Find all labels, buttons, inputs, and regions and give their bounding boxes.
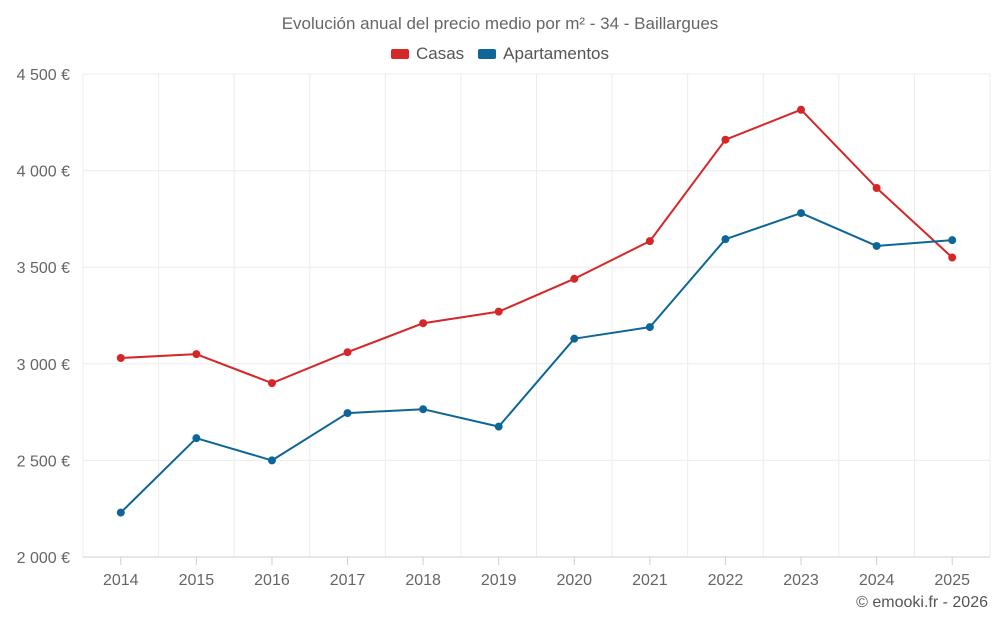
data-point-apartamentos[interactable] xyxy=(872,241,881,250)
y-tick-label: 2 000 € xyxy=(17,550,70,567)
data-point-apartamentos[interactable] xyxy=(419,405,428,414)
data-point-apartamentos[interactable] xyxy=(116,508,125,517)
legend-swatch-casas xyxy=(390,49,409,59)
data-point-apartamentos[interactable] xyxy=(721,235,730,244)
y-tick-label: 3 500 € xyxy=(17,260,70,277)
data-point-casas[interactable] xyxy=(267,379,276,388)
x-tick-label: 2016 xyxy=(254,572,290,589)
data-point-casas[interactable] xyxy=(797,105,806,114)
data-point-apartamentos[interactable] xyxy=(645,323,654,332)
data-point-apartamentos[interactable] xyxy=(343,409,352,418)
data-point-casas[interactable] xyxy=(570,274,579,283)
x-tick-label: 2021 xyxy=(632,572,668,589)
credit-text: © emooki.fr - 2026 xyxy=(856,594,988,611)
x-tick-label: 2025 xyxy=(934,572,970,589)
x-tick-label: 2022 xyxy=(708,572,744,589)
legend-swatch-apartamentos xyxy=(478,49,497,59)
data-point-apartamentos[interactable] xyxy=(797,209,806,218)
data-point-casas[interactable] xyxy=(419,319,428,328)
data-point-apartamentos[interactable] xyxy=(948,236,957,245)
y-tick-label: 4 500 € xyxy=(17,67,70,84)
legend-item-casas[interactable]: Casas xyxy=(390,44,465,64)
series-line-apartamentos xyxy=(120,212,953,514)
legend-label-casas: Casas xyxy=(415,44,465,63)
x-tick-label: 2014 xyxy=(103,572,139,589)
data-point-apartamentos[interactable] xyxy=(570,334,579,343)
x-tick-label: 2019 xyxy=(481,572,517,589)
data-point-casas[interactable] xyxy=(645,237,654,246)
x-tick-label: 2015 xyxy=(179,572,215,589)
data-point-apartamentos[interactable] xyxy=(192,434,201,443)
data-point-casas[interactable] xyxy=(116,354,125,363)
data-point-casas[interactable] xyxy=(494,307,503,316)
x-tick-label: 2024 xyxy=(859,572,895,589)
x-tick-label: 2018 xyxy=(405,572,441,589)
data-point-casas[interactable] xyxy=(721,135,730,144)
legend-item-apartamentos[interactable]: Apartamentos xyxy=(478,44,609,64)
y-tick-label: 4 000 € xyxy=(17,164,70,181)
data-point-casas[interactable] xyxy=(872,183,881,192)
x-tick-label: 2023 xyxy=(783,572,819,589)
y-tick-label: 2 500 € xyxy=(17,453,70,470)
data-point-casas[interactable] xyxy=(948,253,957,262)
x-tick-label: 2017 xyxy=(330,572,366,589)
data-point-apartamentos[interactable] xyxy=(267,456,276,465)
series-line-casas xyxy=(120,108,953,385)
legend: Casas Apartamentos xyxy=(0,44,1000,64)
y-tick-label: 3 000 € xyxy=(17,357,70,374)
data-point-casas[interactable] xyxy=(343,348,352,357)
x-tick-label: 2020 xyxy=(556,572,592,589)
data-point-casas[interactable] xyxy=(192,350,201,359)
legend-label-apartamentos: Apartamentos xyxy=(503,44,610,63)
data-point-apartamentos[interactable] xyxy=(494,422,503,431)
chart-title: Evolución anual del precio medio por m² … xyxy=(281,14,719,33)
